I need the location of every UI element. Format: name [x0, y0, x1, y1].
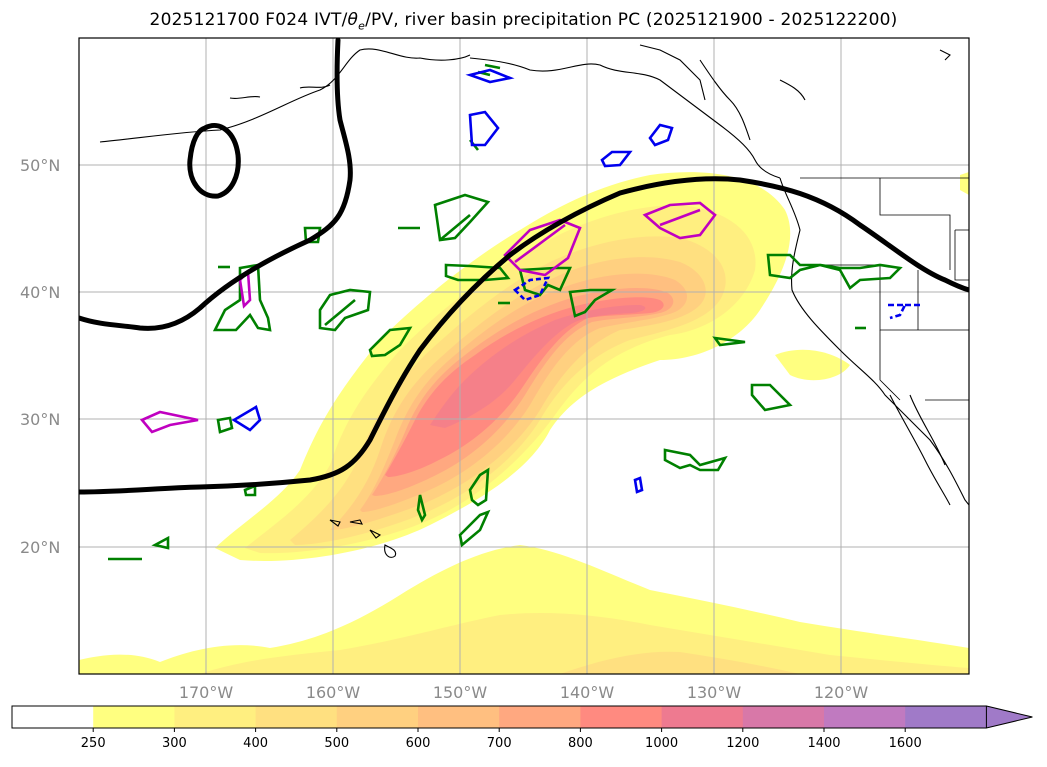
colorbar-tick-label: 700 [487, 736, 512, 751]
map-area [79, 38, 969, 674]
colorbar-segment [418, 706, 500, 728]
latitude-labels: 50°N 40°N 30°N 20°N [20, 156, 60, 557]
ivt-patch-california [775, 349, 850, 381]
colorbar-tick-label: 1600 [889, 736, 922, 751]
colorbar-segment [905, 706, 987, 728]
lat-label-30: 30°N [20, 410, 60, 429]
gridlines [79, 38, 969, 674]
colorbar-tick-label: 800 [568, 736, 593, 751]
pv-contour-loop [187, 123, 241, 199]
title-theta-sub: e [358, 19, 366, 33]
colorbar-tick-label: 250 [81, 736, 106, 751]
pv-contours [79, 38, 969, 495]
lat-label-40: 40°N [20, 283, 60, 302]
lon-label-130w: 130°W [687, 683, 742, 702]
title-suffix: /PV, river basin precipitation PC (20251… [365, 10, 898, 30]
theta-e-blue-contours [231, 68, 920, 494]
colorbar-segment [93, 706, 175, 728]
coastlines [99, 44, 969, 558]
lon-label-120w: 120°W [814, 683, 869, 702]
colorbar-segment [12, 706, 94, 728]
lat-label-20: 20°N [20, 538, 60, 557]
colorbar-segment [661, 706, 744, 728]
lat-label-50: 50°N [20, 156, 60, 175]
theta-e-green-contours [108, 63, 903, 561]
colorbar-segment [742, 706, 825, 728]
colorbar-segment [174, 706, 257, 728]
colorbar-tick-label: 1200 [726, 736, 759, 751]
colorbar-tick-label: 1000 [645, 736, 678, 751]
ivt-level-1000 [430, 305, 646, 428]
title-prefix: 2025121700 F024 IVT/ [149, 10, 348, 30]
lon-label-160w: 160°W [306, 683, 361, 702]
colorbar-extend-arrow [985, 705, 1033, 729]
colorbar-segment [580, 706, 663, 728]
theta-e-magenta-contours [139, 201, 717, 434]
longitude-labels: 170°W 160°W 150°W 140°W 130°W 120°W [179, 683, 869, 702]
map-frame [78, 37, 970, 675]
lon-label-140w: 140°W [560, 683, 615, 702]
colorbar-tick-label: 400 [243, 736, 268, 751]
figure-title: 2025121700 F024 IVT/θe/PV, river basin p… [0, 10, 1047, 32]
ivt-level-300-south [200, 613, 969, 674]
pv-contour-main [79, 176, 969, 495]
lon-label-170w: 170°W [179, 683, 234, 702]
colorbar-segment [336, 706, 419, 728]
ivt-level-400-south [560, 651, 800, 674]
title-theta: θ [347, 10, 359, 30]
colorbar-tick-label: 300 [162, 736, 187, 751]
colorbar-tick-label: 1400 [807, 736, 840, 751]
colorbar: 250 300 400 500 600 700 800 1000 1200 1400 1600 [11, 705, 1033, 751]
lon-label-150w: 150°W [433, 683, 488, 702]
colorbar-segment [255, 706, 338, 728]
colorbar-tick-label: 500 [324, 736, 349, 751]
colorbar-tick-label: 600 [406, 736, 431, 751]
boundaries [800, 177, 969, 401]
pv-contour-north [79, 38, 353, 331]
colorbar-segment [824, 706, 906, 728]
ivt-level-800 [385, 297, 664, 477]
colorbar-segment [499, 706, 581, 728]
